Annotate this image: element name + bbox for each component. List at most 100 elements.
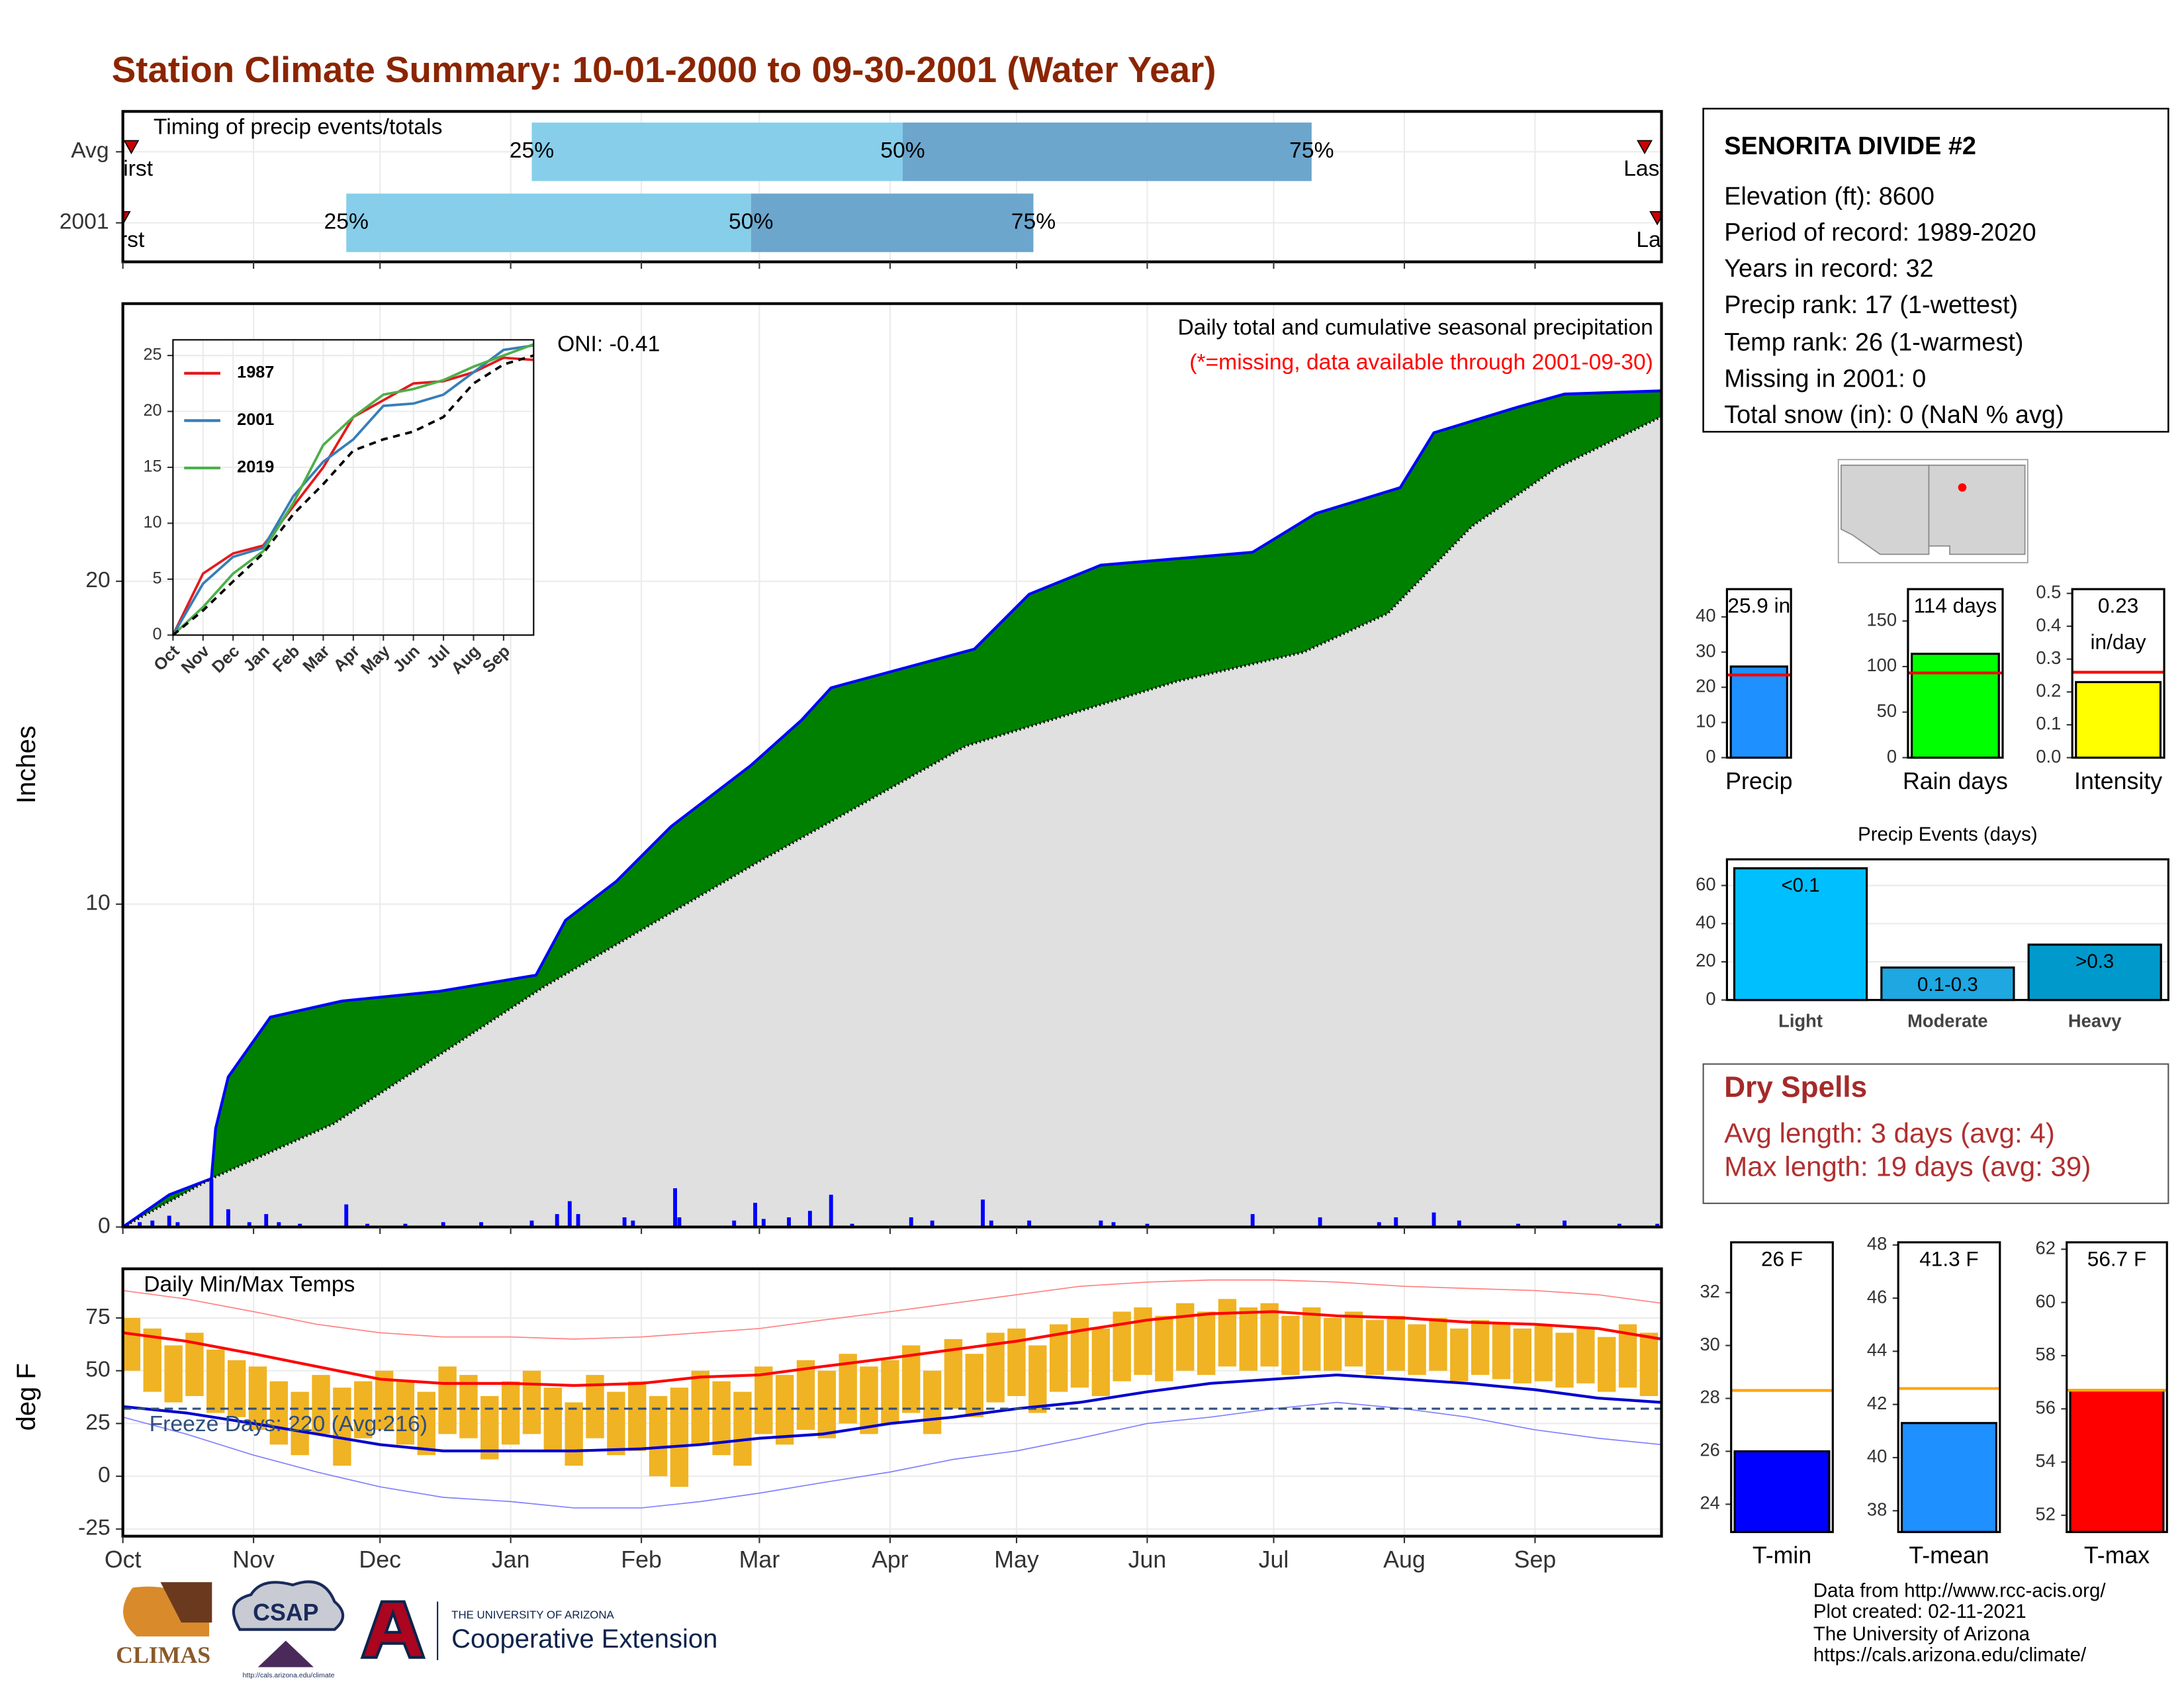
quantile-label: 75% [1011, 210, 1056, 234]
temp-range-bar [501, 1381, 520, 1445]
marker-label: Last [1636, 228, 1678, 252]
bar [2027, 943, 2162, 1002]
temp-range-bar [1155, 1315, 1173, 1382]
temp-range-bar [1007, 1328, 1026, 1396]
station-dot [1958, 483, 1967, 492]
y-tick-label: 10 [85, 891, 110, 915]
station-line: Missing in 2001: 0 [1724, 365, 1926, 393]
season-line [171, 344, 534, 636]
value-label: 114 days [1914, 594, 1997, 618]
temp-range-bar [227, 1360, 246, 1417]
y-tick-label: 52 [2036, 1503, 2056, 1524]
temp-range-bar [1408, 1324, 1426, 1376]
temp-range-bar [291, 1391, 309, 1456]
temp-range-bar [1555, 1333, 1574, 1388]
temp-range-bar [860, 1366, 878, 1434]
y-tick-label: 0.2 [2036, 680, 2061, 701]
y-axis-label: Inches [12, 726, 41, 804]
value-label: >0.3 [2075, 951, 2114, 972]
daily-precip-bar [1377, 1222, 1381, 1227]
daily-precip-bar [1394, 1217, 1398, 1227]
csap-mountain [257, 1640, 314, 1667]
y-tick-label: 0 [1706, 988, 1715, 1009]
y-tick-label: 20 [1696, 675, 1715, 696]
y-tick-label: 30 [1696, 640, 1715, 661]
plot-frame [121, 302, 1663, 1229]
y-tick-label: 20 [143, 401, 161, 420]
value-label: 25.9 in [1727, 594, 1790, 618]
temp-range-bar [438, 1366, 457, 1434]
locator-map [1837, 459, 2028, 563]
temp-range-bar [1429, 1317, 1447, 1371]
plot-frame [1730, 1241, 1834, 1533]
x-tick-label: T-max [2084, 1542, 2150, 1569]
daily-precip-bar [631, 1220, 635, 1227]
dry-line: Max length: 19 days (avg: 39) [1724, 1150, 2091, 1182]
value-label: 41.3 F [1919, 1246, 1978, 1270]
temp-range-bar [122, 1317, 141, 1371]
marker-label: Last [1623, 157, 1666, 181]
y-tick-label: 0.1 [2036, 713, 2061, 733]
season-line [172, 354, 534, 636]
temp-range-bar [522, 1370, 541, 1434]
daily-precip-bar [247, 1222, 251, 1227]
y-tick-label: 60 [1696, 874, 1715, 894]
csap-url: http://cals.arizona.edu/climate [243, 1671, 335, 1679]
y-tick-label: -25 [78, 1516, 111, 1540]
station-name: SENORITA DIVIDE #2 [1724, 132, 1976, 160]
quantile-label: 50% [729, 210, 773, 234]
plot-frame [2071, 588, 2165, 759]
y-tick-label: 20 [85, 568, 110, 592]
station-line: Temp rank: 26 (1-warmest) [1724, 329, 2023, 357]
marker-label: First [101, 228, 145, 252]
temp-range-bar [1534, 1324, 1553, 1382]
daily-precip-bar [567, 1201, 572, 1227]
daily-precip-bar [1145, 1223, 1150, 1227]
season-line [122, 389, 1662, 1227]
temp-range-bar [1028, 1345, 1047, 1413]
daily-precip-bar [441, 1222, 445, 1227]
footer-line: https://cals.arizona.edu/climate/ [1813, 1644, 2087, 1665]
y-tick-label: 42 [1867, 1393, 1887, 1413]
y-tick-label: 44 [1867, 1340, 1887, 1360]
temp-range-bar [1324, 1317, 1342, 1371]
daily-precip-bar [1617, 1223, 1621, 1227]
bar [1900, 1422, 1997, 1533]
y-tick-label: 50 [1877, 700, 1897, 721]
dry-title: Dry Spells [1724, 1071, 1867, 1103]
value-label: 56.7 F [2087, 1246, 2146, 1270]
temp-range-bar [396, 1381, 415, 1445]
y-tick-label: 50 [85, 1358, 110, 1382]
temp-range-bar [965, 1354, 983, 1417]
daily-precip-bar [909, 1217, 913, 1227]
daily-precip-bar [479, 1222, 483, 1227]
station-line: Elevation (ft): 8600 [1724, 183, 1934, 211]
temp-line [122, 1310, 1662, 1387]
row-label: 2001 [60, 210, 109, 234]
temp-range-bar [248, 1366, 267, 1430]
footer-line: Plot created: 02-11-2021 [1813, 1601, 2026, 1622]
daily-precip-bar [555, 1214, 559, 1227]
x-tick-label: T-min [1752, 1542, 1811, 1569]
daily-precip-bar [264, 1214, 269, 1227]
y-tick-label: 150 [1866, 609, 1897, 630]
panel-title: Daily Min/Max Temps [144, 1272, 355, 1297]
daily-precip-bar [1457, 1220, 1461, 1227]
y-tick-label: 10 [1696, 711, 1715, 731]
x-tick-label: Dec [359, 1546, 401, 1573]
x-tick-label: Sep [1514, 1546, 1557, 1573]
daily-precip-bar [829, 1194, 833, 1227]
y-tick-label: 0 [98, 1463, 111, 1487]
daily-precip-bar [150, 1220, 155, 1227]
plot-frame [121, 1267, 1663, 1538]
temp-range-bar [417, 1391, 435, 1456]
dry-line: Avg length: 3 days (avg: 4) [1724, 1117, 2055, 1149]
temp-range-bar [1091, 1328, 1111, 1396]
temp-range-bar [1176, 1303, 1195, 1371]
bar [1880, 966, 2015, 1002]
x-tick-label: Apr [872, 1546, 909, 1573]
daily-precip-bar [167, 1215, 171, 1227]
temp-range-bar [691, 1370, 709, 1445]
bar [1911, 653, 2000, 759]
daily-precip-bar [850, 1223, 854, 1227]
